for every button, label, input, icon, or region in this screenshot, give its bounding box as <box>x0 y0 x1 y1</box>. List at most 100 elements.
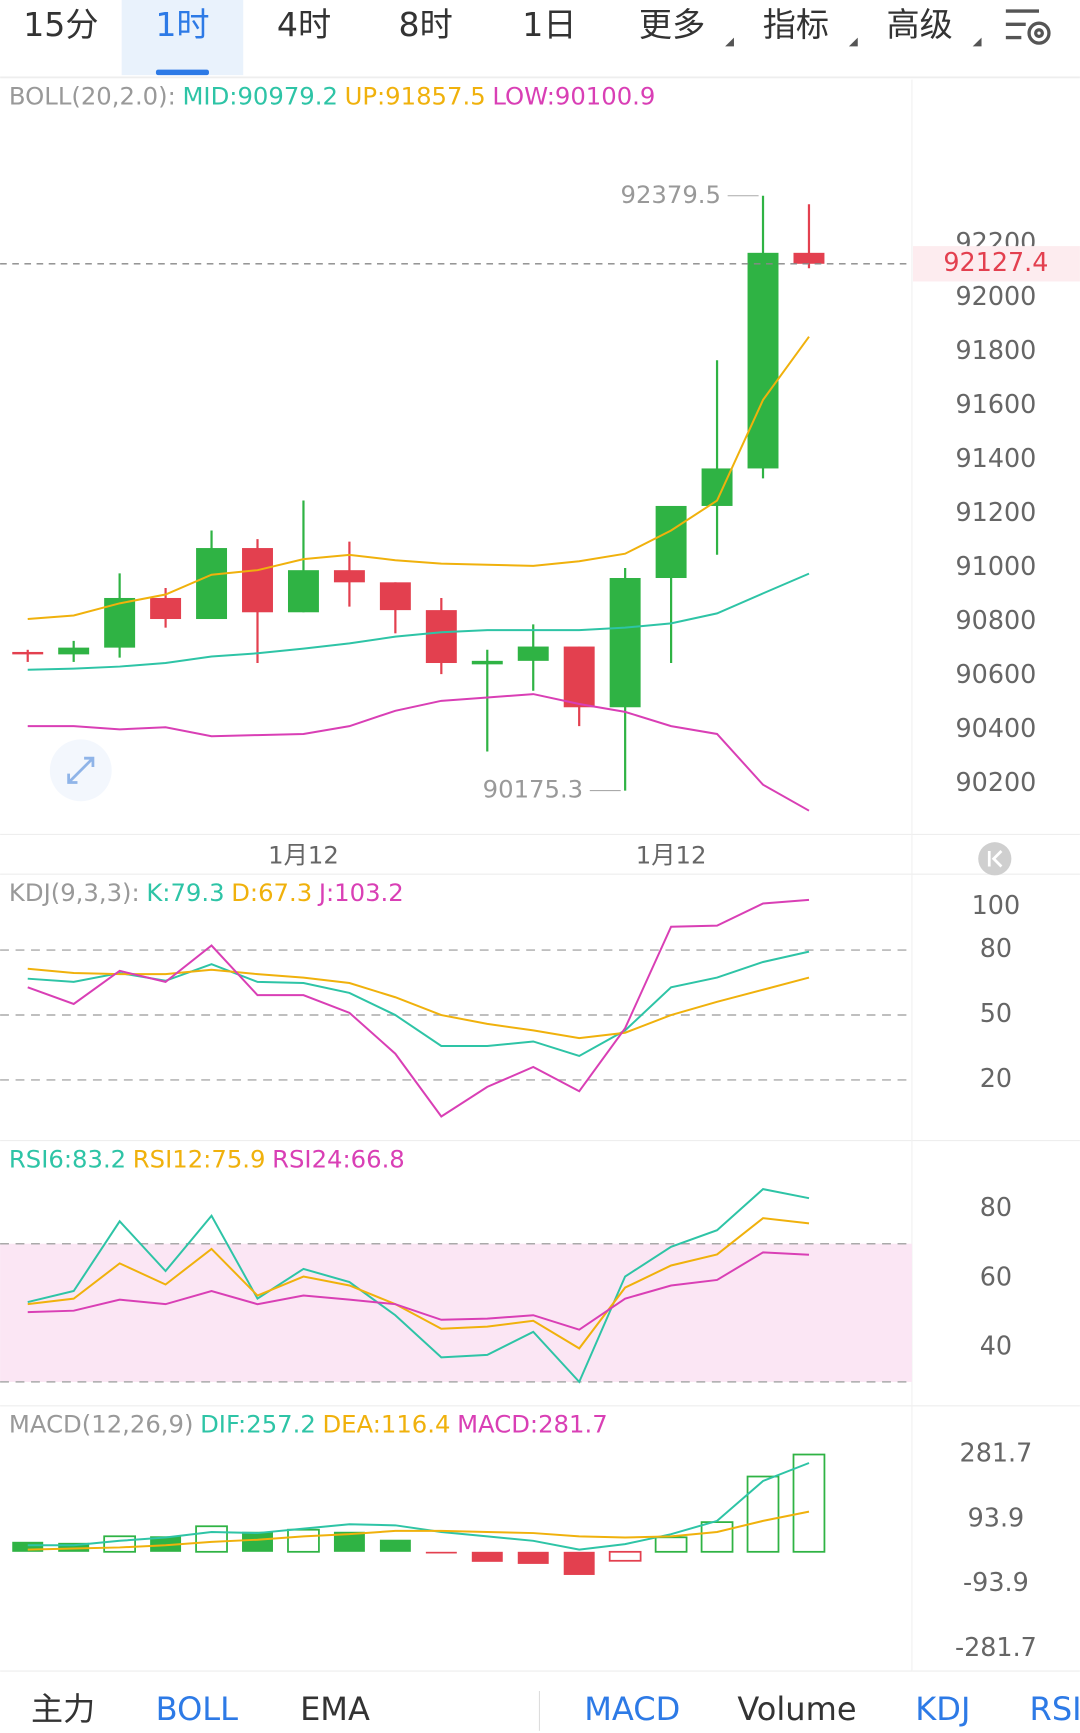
y-tick-label: 40 <box>980 1330 1012 1360</box>
y-tick-label: -281.7 <box>955 1632 1037 1662</box>
macd-bar <box>654 1536 688 1553</box>
line-panel: 20 50 80 100 KDJ(9,3,3): K:79.3 D:67.3 J:103.2 <box>0 878 1020 1118</box>
y-tick-label: 91400 <box>955 443 1036 473</box>
bottom-tab[interactable]: EMA <box>300 1690 370 1728</box>
settings-icon[interactable] <box>1005 9 1051 45</box>
indicator-line <box>27 1251 810 1331</box>
y-tick-label: 50 <box>980 998 1012 1028</box>
macd-bar <box>103 1535 136 1553</box>
dropdown-triangle <box>848 37 858 47</box>
macd-bar <box>379 1539 411 1552</box>
tab-label: 15分 <box>23 5 98 44</box>
candle-body <box>333 570 365 583</box>
indicator-line <box>27 693 810 812</box>
legend-entry: LOW:90100.9 <box>492 81 655 110</box>
bottom-tab[interactable]: Volume <box>737 1690 856 1728</box>
bottom-tab[interactable]: MACD <box>584 1690 680 1728</box>
macd-bar <box>517 1551 549 1564</box>
tab-label: 1时 <box>155 5 209 44</box>
legend-entry: RSI12:75.9 <box>133 1144 266 1173</box>
tab-highlight <box>121 0 244 76</box>
indicator-line <box>27 572 810 671</box>
y-tick-label: 80 <box>980 1192 1012 1222</box>
min-label: 90175.3 <box>483 775 583 804</box>
expand-button[interactable] <box>49 739 112 802</box>
bottom-tab[interactable]: RSI <box>1030 1690 1080 1728</box>
tab-label: 高级 <box>886 5 952 44</box>
legend-prefix: BOLL(20,2.0): <box>9 81 176 110</box>
candle-body <box>242 548 273 613</box>
legend-entry: MID:90979.2 <box>182 81 337 110</box>
y-tick-label: 60 <box>980 1261 1012 1291</box>
indicator-line <box>27 1217 810 1350</box>
max-label: 92379.5 <box>621 180 721 209</box>
legend-entry: UP:91857.5 <box>345 81 486 110</box>
candle-body <box>287 570 319 613</box>
tab[interactable]: 4时 <box>277 5 331 44</box>
macd-bar <box>700 1521 734 1553</box>
icon-arrows <box>67 756 95 784</box>
candle-body <box>747 252 779 469</box>
legend-entry: MACD:281.7 <box>457 1410 608 1439</box>
candlestick-panel: 90200 90400 90600 90800 91000 91200 91400 91600… <box>0 81 1080 812</box>
band <box>0 1243 912 1382</box>
macd-bar <box>150 1536 182 1552</box>
macd-bar <box>563 1551 595 1575</box>
candle-body <box>793 252 825 264</box>
dropdown-triangle <box>972 37 982 47</box>
macd-bar <box>746 1475 780 1553</box>
legend: RSI6:83.2 RSI12:75.9 RSI24:66.8 <box>9 1144 405 1173</box>
y-tick-label: 91200 <box>955 497 1036 527</box>
legend: KDJ(9,3,3): K:79.3 D:67.3 J:103.2 <box>9 878 404 907</box>
line-panel: 40 60 80 RSI6:83.2 RSI12:75.9 RSI24:66.8 <box>0 1144 1012 1384</box>
y-tick-label: 93.9 <box>968 1502 1025 1532</box>
last-price-box <box>913 246 1080 282</box>
candle-body <box>379 582 411 611</box>
candle-body <box>609 578 641 708</box>
macd-bar <box>195 1525 228 1553</box>
indicator-line <box>27 1188 810 1384</box>
y-tick-label: 91000 <box>955 551 1036 581</box>
y-tick-label: 80 <box>980 933 1012 963</box>
macd-bar <box>58 1542 90 1552</box>
legend-entry: DEA:116.4 <box>322 1410 450 1439</box>
tab[interactable]: 8时 <box>398 5 452 44</box>
tab[interactable]: 更多 <box>639 5 734 47</box>
tab[interactable]: 1日 <box>522 5 576 44</box>
legend: MACD(12,26,9) DIF:257.2 DEA:116.4 MACD:281.… <box>9 1410 608 1439</box>
indicator-line <box>27 1510 810 1551</box>
bottom-tab[interactable]: 主力 <box>31 1690 95 1728</box>
tab[interactable]: 高级 <box>886 5 982 47</box>
indicator-line <box>27 898 810 1118</box>
tab[interactable]: 1时 <box>121 0 244 76</box>
tab-label: 4时 <box>277 5 331 44</box>
y-tick-label: 281.7 <box>960 1438 1033 1468</box>
y-tick-label: 91800 <box>955 335 1036 365</box>
tab-label: 更多 <box>639 5 705 44</box>
legend: BOLL(20,2.0): MID:90979.2 UP:91857.5 LOW:90… <box>9 81 655 110</box>
legend-entry: D:67.3 <box>231 878 312 907</box>
tab-indicator <box>155 69 209 76</box>
icon-gear <box>1027 21 1051 45</box>
y-tick-label: 90200 <box>955 767 1036 797</box>
bottom-tab[interactable]: KDJ <box>915 1690 970 1728</box>
indicator-line <box>27 1462 810 1551</box>
y-tick-label: -93.9 <box>963 1567 1029 1597</box>
macd-bar <box>12 1541 44 1552</box>
candle-body <box>150 597 182 620</box>
bottom-tab[interactable]: BOLL <box>156 1690 239 1728</box>
macd-bar <box>471 1551 503 1562</box>
y-tick-label: 91600 <box>955 389 1036 419</box>
tab[interactable]: 指标 <box>763 5 858 47</box>
macd-bar <box>425 1551 457 1554</box>
tab[interactable]: 15分 <box>23 5 98 44</box>
candle-body <box>655 505 687 579</box>
scroll-latest-button[interactable] <box>978 842 1012 876</box>
macd-panel: 281.7 93.9 -93.9 -281.7 MACD(12,26,9) DIF:257… <box>9 1410 1037 1662</box>
tab-label: 1日 <box>522 5 576 44</box>
candle-body <box>517 646 549 661</box>
macd-bar <box>333 1531 365 1552</box>
